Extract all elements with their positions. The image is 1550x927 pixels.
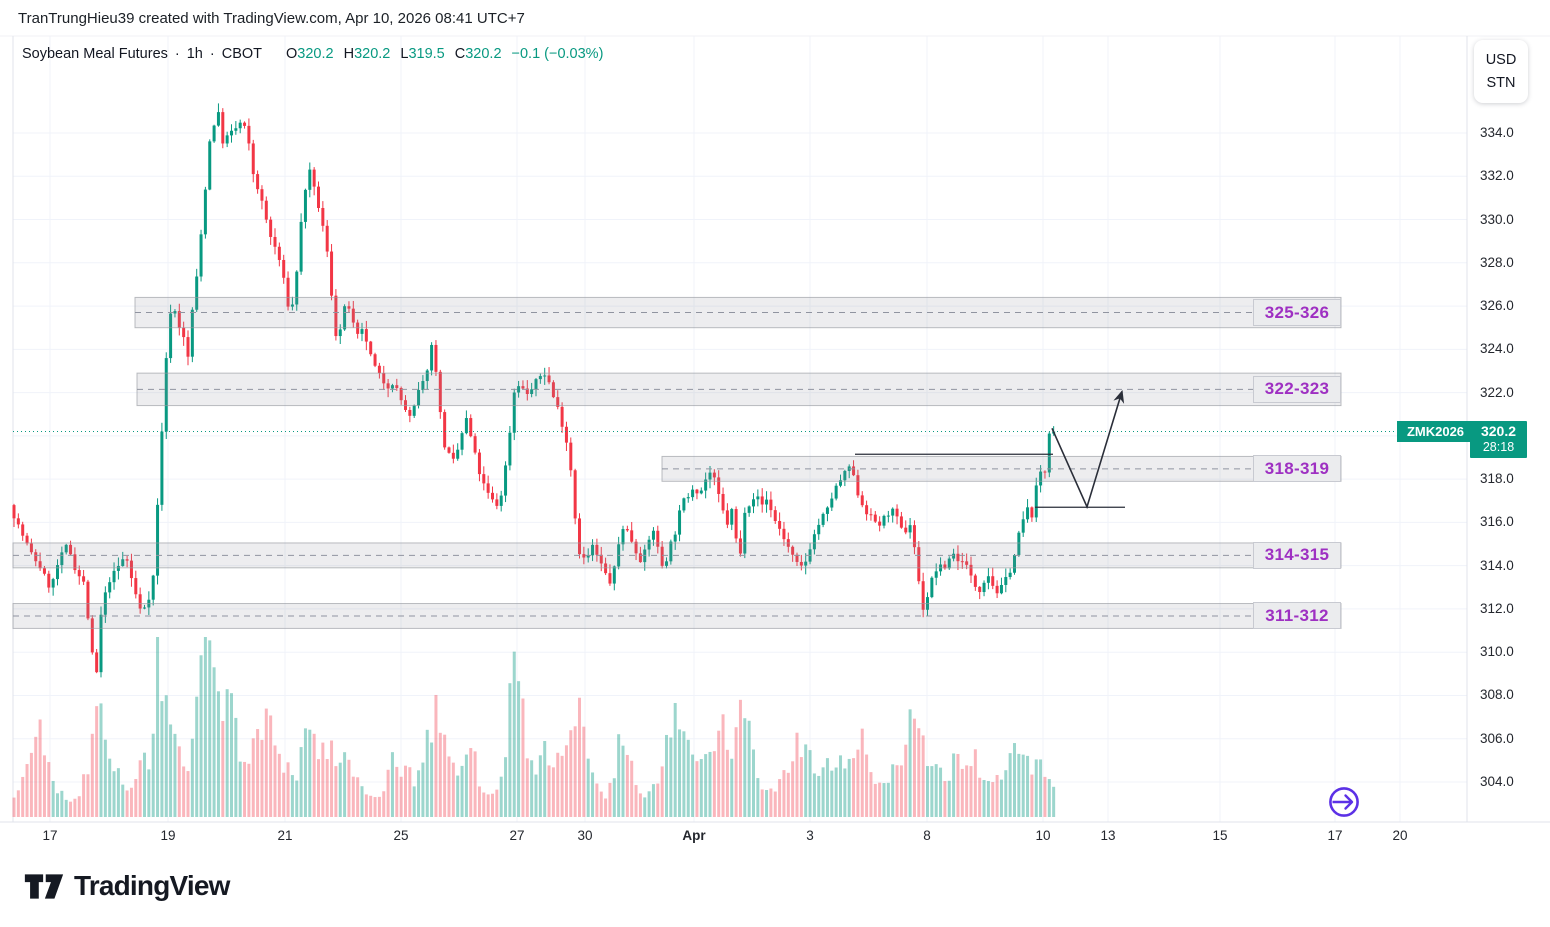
- price-tick-318.0: 318.0: [1480, 471, 1514, 487]
- zone-label-text: 318-319: [1264, 458, 1330, 478]
- last-price-label: 320.2 28:18: [1470, 421, 1527, 459]
- zone-label-322-323[interactable]: 322-323: [1253, 375, 1341, 403]
- low-label: L: [400, 46, 409, 62]
- price-tick-306.0: 306.0: [1480, 730, 1514, 746]
- price-tick-324.0: 324.0: [1480, 341, 1514, 357]
- price-tick-314.0: 314.0: [1480, 557, 1514, 573]
- price-tick-332.0: 332.0: [1480, 168, 1514, 184]
- zone-label-314-315[interactable]: 314-315: [1253, 541, 1341, 569]
- drawn-lines[interactable]: [855, 453, 1125, 508]
- grid-lines: [13, 36, 1467, 822]
- open-label: O: [286, 46, 298, 62]
- tradingview-brand[interactable]: TradingView: [24, 870, 230, 902]
- price-tick-304.0: 304.0: [1480, 774, 1514, 789]
- zone-label-311-312[interactable]: 311-312: [1253, 602, 1341, 630]
- close-value: 320.2: [465, 46, 502, 62]
- time-tick-8: 8: [923, 828, 931, 843]
- contract-price-flag: ZMK2026: [1397, 421, 1474, 443]
- price-tick-328.0: 328.0: [1480, 254, 1514, 270]
- price-tick-308.0: 308.0: [1480, 687, 1514, 703]
- time-tick-21: 21: [277, 828, 293, 843]
- time-tick-30: 30: [577, 828, 593, 843]
- bar-countdown: 28:18: [1482, 440, 1515, 455]
- unit-option-stn[interactable]: STN: [1486, 75, 1516, 91]
- high-label: H: [343, 46, 355, 62]
- time-tick-Apr: Apr: [682, 828, 706, 843]
- time-tick-19: 19: [160, 828, 176, 843]
- high-value: 320.2: [354, 46, 391, 62]
- projection-arrow[interactable]: [1051, 389, 1125, 510]
- time-tick-17: 17: [42, 828, 58, 843]
- go-to-realtime-icon: [1329, 787, 1359, 817]
- price-tick-326.0: 326.0: [1480, 298, 1514, 314]
- price-tick-334.0: 334.0: [1480, 125, 1514, 140]
- attribution-text: TranTrungHieu39 created with TradingView…: [18, 10, 525, 27]
- zone-label-text: 322-323: [1264, 379, 1330, 399]
- zone-label-text: 314-315: [1264, 545, 1330, 565]
- unit-selector: USD STN: [1474, 40, 1528, 103]
- time-tick-20: 20: [1392, 828, 1408, 843]
- unit-option-usd[interactable]: USD: [1485, 51, 1517, 68]
- zone-label-325-326[interactable]: 325-326: [1253, 299, 1341, 327]
- go-to-realtime-button[interactable]: [1325, 783, 1363, 821]
- open-value: 320.2: [297, 46, 334, 62]
- candlesticks: [12, 103, 1056, 678]
- legend-separator: ·: [174, 46, 180, 62]
- price-tick-322.0: 322.0: [1480, 384, 1514, 400]
- time-tick-25: 25: [393, 828, 409, 843]
- exchange-name[interactable]: CBOT: [221, 46, 262, 62]
- volume-bars: [12, 637, 1056, 817]
- symbol-title[interactable]: Soybean Meal Futures: [22, 46, 168, 62]
- zone-label-text: 311-312: [1265, 605, 1329, 625]
- sr-zones[interactable]: [12, 296, 1342, 629]
- close-label: C: [454, 46, 466, 62]
- chart-legend: Soybean Meal Futures · 1h · CBOT O320.2 H320.2…: [22, 46, 603, 62]
- zone-label-318-319[interactable]: 318-319: [1253, 455, 1341, 483]
- price-tick-330.0: 330.0: [1480, 211, 1514, 227]
- tradingview-logo-icon: [24, 873, 64, 899]
- time-tick-10: 10: [1035, 828, 1051, 843]
- tradingview-logo-text: TradingView: [74, 870, 230, 901]
- time-tick-13: 13: [1100, 828, 1116, 843]
- time-tick-15: 15: [1212, 828, 1228, 843]
- time-tick-3: 3: [806, 828, 814, 843]
- price-tick-310.0: 310.0: [1480, 644, 1514, 660]
- time-tick-17: 17: [1327, 828, 1343, 843]
- last-price-value: 320.2: [1480, 423, 1517, 440]
- interval-value[interactable]: 1h: [186, 46, 203, 62]
- low-value: 319.5: [408, 46, 445, 62]
- legend-separator2: ·: [209, 46, 215, 62]
- zone-label-text: 325-326: [1264, 302, 1330, 322]
- time-tick-27: 27: [509, 828, 525, 843]
- price-tick-316.0: 316.0: [1480, 514, 1514, 530]
- price-tick-312.0: 312.0: [1480, 600, 1514, 616]
- change-value: −0.1 (−0.03%): [511, 46, 604, 62]
